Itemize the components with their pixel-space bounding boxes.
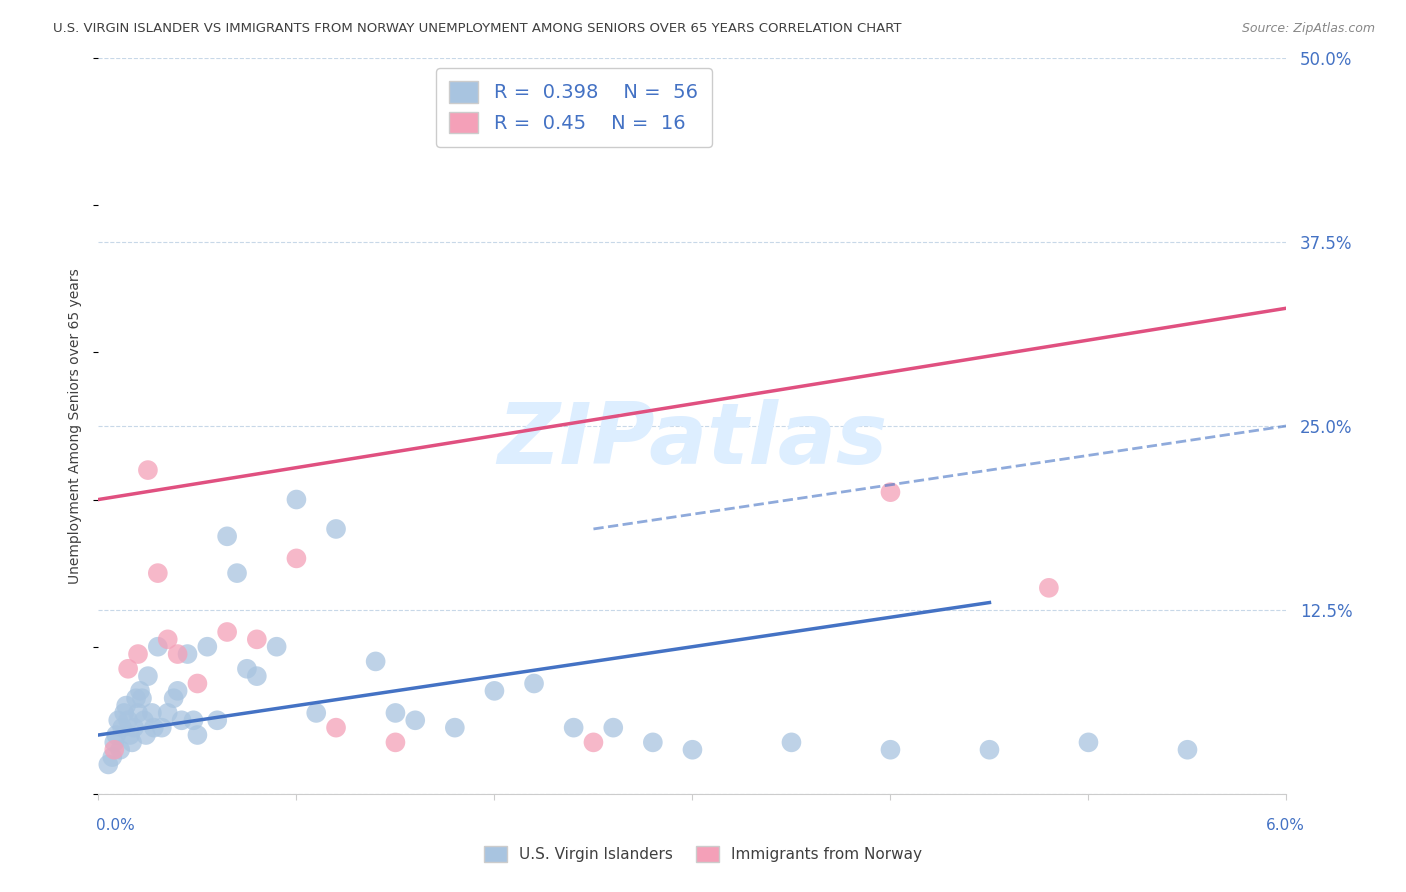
Point	[384, 735, 406, 749]
Text: Source: ZipAtlas.com: Source: ZipAtlas.com	[1241, 22, 1375, 36]
Point	[108, 742, 131, 756]
Legend: U.S. Virgin Islanders, Immigrants from Norway: U.S. Virgin Islanders, Immigrants from N…	[478, 840, 928, 868]
Text: 6.0%: 6.0%	[1265, 818, 1305, 832]
Point	[135, 728, 157, 742]
Point	[156, 706, 179, 720]
Point	[325, 721, 347, 735]
Point	[170, 714, 193, 728]
Point	[1177, 742, 1199, 756]
Point	[111, 721, 134, 735]
Point	[150, 721, 173, 735]
Point	[195, 640, 218, 654]
Point	[217, 529, 239, 543]
Point	[879, 485, 901, 500]
Text: 0.0%: 0.0%	[96, 818, 135, 832]
Point	[120, 728, 142, 742]
Point	[101, 750, 124, 764]
Point	[285, 551, 308, 566]
Point	[325, 522, 347, 536]
Point	[132, 714, 155, 728]
Point	[166, 647, 188, 661]
Point	[1038, 581, 1060, 595]
Point	[131, 691, 153, 706]
Point	[582, 735, 605, 749]
Point	[125, 691, 148, 706]
Point	[305, 706, 328, 720]
Point	[285, 492, 308, 507]
Point	[879, 742, 901, 756]
Point	[146, 566, 169, 580]
Point	[156, 632, 179, 647]
Point	[146, 640, 169, 654]
Point	[384, 706, 406, 720]
Point	[166, 683, 188, 698]
Point	[523, 676, 546, 690]
Point	[444, 721, 467, 735]
Point	[266, 640, 288, 654]
Point	[602, 721, 624, 735]
Point	[246, 669, 269, 683]
Point	[979, 742, 1001, 756]
Text: ZIPatlas: ZIPatlas	[498, 399, 887, 483]
Point	[142, 721, 165, 735]
Point	[117, 662, 139, 676]
Point	[246, 632, 269, 647]
Point	[107, 714, 129, 728]
Point	[186, 676, 208, 690]
Point	[176, 647, 198, 661]
Point	[129, 683, 152, 698]
Point	[121, 735, 143, 749]
Point	[163, 691, 186, 706]
Point	[136, 669, 159, 683]
Point	[1077, 735, 1099, 749]
Point	[97, 757, 120, 772]
Point	[562, 721, 585, 735]
Point	[117, 714, 139, 728]
Point	[127, 706, 149, 720]
Point	[103, 735, 125, 749]
Legend: R =  0.398    N =  56, R =  0.45    N =  16: R = 0.398 N = 56, R = 0.45 N = 16	[436, 68, 711, 147]
Point	[105, 728, 128, 742]
Point	[205, 714, 228, 728]
Point	[484, 683, 506, 698]
Point	[183, 714, 205, 728]
Text: U.S. VIRGIN ISLANDER VS IMMIGRANTS FROM NORWAY UNEMPLOYMENT AMONG SENIORS OVER 6: U.S. VIRGIN ISLANDER VS IMMIGRANTS FROM …	[53, 22, 901, 36]
Point	[115, 698, 138, 713]
Point	[404, 714, 426, 728]
Point	[364, 655, 387, 669]
Point	[141, 706, 163, 720]
Point	[112, 706, 135, 720]
Point	[226, 566, 249, 580]
Point	[236, 662, 259, 676]
Point	[103, 742, 125, 756]
Point	[641, 735, 664, 749]
Point	[780, 735, 803, 749]
Point	[186, 728, 208, 742]
Point	[217, 624, 239, 639]
Point	[136, 463, 159, 477]
Y-axis label: Unemployment Among Seniors over 65 years: Unemployment Among Seniors over 65 years	[69, 268, 83, 583]
Point	[127, 647, 149, 661]
Point	[681, 742, 703, 756]
Point	[122, 721, 145, 735]
